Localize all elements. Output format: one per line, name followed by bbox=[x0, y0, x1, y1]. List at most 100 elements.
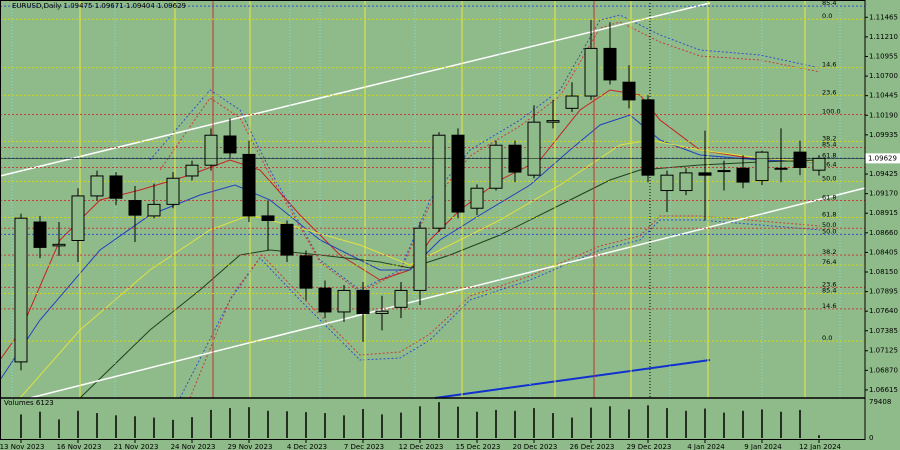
y-tick-label: 1.10955 bbox=[869, 52, 898, 60]
y-tick-label: 1.08150 bbox=[869, 268, 898, 276]
y-tick-label: 1.11210 bbox=[869, 33, 898, 41]
candle-body bbox=[356, 289, 370, 314]
current-price-box bbox=[865, 153, 900, 164]
candle-body bbox=[280, 223, 294, 256]
candle-body bbox=[90, 175, 104, 197]
level-label: 38.2 bbox=[822, 134, 836, 142]
bollinger-upper bbox=[149, 14, 821, 291]
level-label: 85.4 bbox=[822, 0, 836, 7]
candle-body bbox=[641, 99, 655, 176]
volume-tick-label: 0 bbox=[869, 434, 873, 442]
x-tick-label: 24 Nov 2023 bbox=[171, 443, 216, 450]
x-tick-label: 7 Dec 2023 bbox=[344, 443, 384, 450]
candle-body bbox=[394, 289, 408, 308]
candle-body bbox=[793, 151, 807, 168]
candle-body bbox=[451, 134, 465, 213]
channel-bottom bbox=[29, 187, 866, 399]
candle-body bbox=[204, 134, 218, 166]
level-label: 100.0 bbox=[822, 107, 841, 115]
level-label: 14.6 bbox=[822, 302, 836, 310]
level-label: 38.2 bbox=[822, 248, 836, 256]
candle-body bbox=[489, 144, 503, 189]
trend-line bbox=[434, 359, 711, 399]
x-tick-label: 12 Jan 2024 bbox=[799, 443, 842, 450]
candle-body bbox=[565, 95, 579, 109]
candle-body bbox=[603, 47, 617, 81]
y-tick-label: 1.09170 bbox=[869, 190, 898, 198]
level-label: 14.6 bbox=[822, 61, 836, 69]
candle-body bbox=[128, 200, 142, 216]
current-price-label: 1.09629 bbox=[868, 154, 897, 162]
x-tick-label: 9 Jan 2024 bbox=[744, 443, 782, 450]
x-tick-label: 12 Dec 2023 bbox=[399, 443, 444, 450]
candle-body bbox=[109, 175, 123, 199]
y-tick-label: 1.07895 bbox=[869, 288, 898, 296]
candle-body bbox=[14, 217, 28, 363]
y-tick-label: 1.07640 bbox=[869, 307, 898, 315]
candle-body bbox=[774, 167, 788, 170]
candle-body bbox=[223, 135, 237, 154]
candle-body bbox=[622, 81, 636, 101]
y-tick-label: 1.10700 bbox=[869, 72, 898, 80]
level-label: 76.4 bbox=[822, 258, 836, 266]
level-label: 61.8 bbox=[822, 194, 836, 202]
candle-body bbox=[52, 243, 66, 247]
candle-body bbox=[71, 195, 85, 241]
candle-body bbox=[166, 177, 180, 205]
candle-body bbox=[679, 172, 693, 192]
candle-body bbox=[508, 144, 522, 173]
level-label: 50.0 bbox=[822, 227, 836, 235]
y-tick-label: 1.06615 bbox=[869, 386, 898, 394]
chart-title: EURUSD,Daily 1.09475 1.09671 1.09404 1.0… bbox=[12, 2, 186, 10]
candle-body bbox=[470, 187, 484, 209]
candle-body bbox=[318, 287, 332, 313]
x-tick-label: 15 Dec 2023 bbox=[456, 443, 501, 450]
y-tick-label: 1.08915 bbox=[869, 209, 898, 217]
level-label: 85.4 bbox=[822, 287, 836, 295]
candle-body bbox=[527, 121, 541, 176]
candle-body bbox=[584, 47, 598, 97]
x-tick-label: 29 Dec 2023 bbox=[627, 443, 672, 450]
y-tick-label: 1.06870 bbox=[869, 366, 898, 374]
level-label: 61.8 bbox=[822, 151, 836, 159]
candle-body bbox=[33, 221, 47, 248]
x-tick-label: 29 Nov 2023 bbox=[228, 443, 273, 450]
x-tick-label: 4 Jan 2024 bbox=[687, 443, 725, 450]
y-tick-label: 1.08405 bbox=[869, 248, 898, 256]
plot-frame bbox=[0, 0, 866, 440]
candle-body bbox=[299, 255, 313, 289]
y-tick-label: 1.11465 bbox=[869, 13, 898, 21]
level-label: 76.4 bbox=[822, 160, 836, 168]
y-tick-label: 1.09425 bbox=[869, 170, 898, 178]
x-tick-label: 26 Dec 2023 bbox=[570, 443, 615, 450]
channel-top bbox=[0, 2, 711, 177]
candle-body bbox=[546, 120, 560, 123]
candle-body bbox=[337, 289, 351, 313]
bollinger-lower bbox=[179, 219, 821, 399]
candle-body bbox=[736, 167, 750, 183]
y-tick-label: 1.07125 bbox=[869, 347, 898, 355]
candle-body bbox=[755, 151, 769, 182]
level-label: 50.0 bbox=[822, 221, 836, 229]
candle-body bbox=[185, 164, 199, 177]
y-tick-label: 1.08660 bbox=[869, 229, 898, 237]
level-label: 50.0 bbox=[822, 174, 836, 182]
level-label: 23.6 bbox=[822, 88, 836, 96]
candle-body bbox=[242, 153, 256, 217]
x-tick-label: 4 Dec 2023 bbox=[287, 443, 327, 450]
candle-body bbox=[413, 227, 427, 291]
candle-body bbox=[261, 215, 275, 222]
candle-body bbox=[432, 134, 446, 229]
x-tick-label: 16 Nov 2023 bbox=[57, 443, 102, 450]
candle-body bbox=[717, 170, 731, 173]
y-tick-label: 1.09935 bbox=[869, 131, 898, 139]
candle-body bbox=[812, 157, 826, 171]
volume-label: Volumes 6123 bbox=[4, 399, 54, 407]
x-tick-label: 21 Nov 2023 bbox=[114, 443, 159, 450]
candle-body bbox=[375, 310, 389, 314]
candle-body bbox=[698, 172, 712, 176]
level-label: 0.0 bbox=[822, 12, 832, 20]
x-tick-label: 13 Nov 2023 bbox=[0, 443, 44, 450]
